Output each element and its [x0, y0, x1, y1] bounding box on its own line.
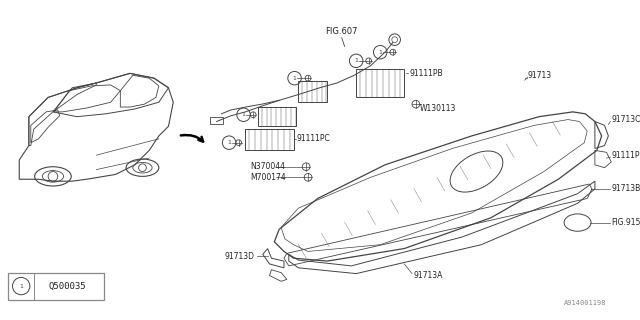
Text: M700174: M700174 — [250, 173, 286, 182]
Text: 91713: 91713 — [527, 71, 552, 80]
Text: Q500035: Q500035 — [49, 282, 86, 291]
Text: 91713D: 91713D — [224, 252, 254, 261]
Text: 1: 1 — [227, 140, 231, 145]
Text: 1: 1 — [292, 76, 296, 81]
Text: N370044: N370044 — [250, 162, 285, 171]
Text: 91111PB: 91111PB — [409, 69, 443, 78]
Text: W130113: W130113 — [420, 103, 456, 113]
Text: 91713A: 91713A — [414, 271, 444, 280]
Text: 91111P: 91111P — [611, 151, 640, 160]
Text: 91111PC: 91111PC — [296, 134, 330, 143]
Text: A914001198: A914001198 — [564, 300, 607, 306]
Text: FIG.607: FIG.607 — [326, 28, 358, 36]
Text: 91713C: 91713C — [611, 115, 640, 124]
Text: 91713B: 91713B — [611, 184, 640, 193]
FancyArrowPatch shape — [181, 135, 203, 141]
Text: 1: 1 — [378, 50, 382, 55]
Text: FIG.915: FIG.915 — [611, 218, 640, 227]
Text: 1: 1 — [19, 284, 23, 289]
Text: 1: 1 — [354, 58, 358, 63]
Text: 1: 1 — [242, 112, 246, 117]
